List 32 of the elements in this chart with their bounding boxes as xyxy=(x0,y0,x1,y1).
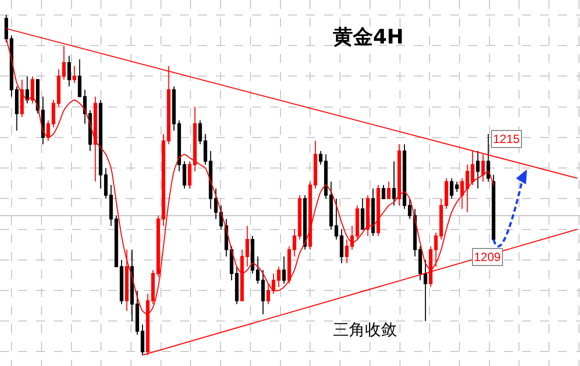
candlestick xyxy=(120,259,124,305)
candlestick xyxy=(476,150,480,189)
candlestick xyxy=(20,79,24,118)
candlestick xyxy=(424,259,428,322)
candlestick xyxy=(366,194,370,237)
candlestick xyxy=(172,86,176,132)
candlestick xyxy=(340,228,344,264)
candlestick xyxy=(282,256,286,284)
candlestick xyxy=(392,160,396,206)
candlestick xyxy=(376,184,380,237)
candlestick xyxy=(371,188,375,237)
candlestick xyxy=(30,76,34,104)
candlestick xyxy=(360,198,364,230)
candlestick xyxy=(88,110,92,152)
candlestick xyxy=(94,96,98,182)
candlestick xyxy=(382,184,386,200)
candlestick xyxy=(25,76,30,104)
candlestick xyxy=(298,194,302,240)
candlestick xyxy=(486,134,490,182)
candlestick xyxy=(492,174,496,240)
candlestick xyxy=(345,238,349,264)
annotation: 三角收敛 xyxy=(333,320,397,339)
annotation: 1215 xyxy=(493,132,520,146)
candlestick xyxy=(67,55,71,87)
annotation: 1209 xyxy=(474,250,502,264)
candlestick xyxy=(397,144,402,206)
text: 黄金4H xyxy=(332,24,404,49)
candlestick xyxy=(72,65,76,84)
candlestick xyxy=(418,246,422,281)
candlestick xyxy=(303,194,307,250)
candlestick xyxy=(125,249,129,312)
candlestick xyxy=(386,181,391,200)
